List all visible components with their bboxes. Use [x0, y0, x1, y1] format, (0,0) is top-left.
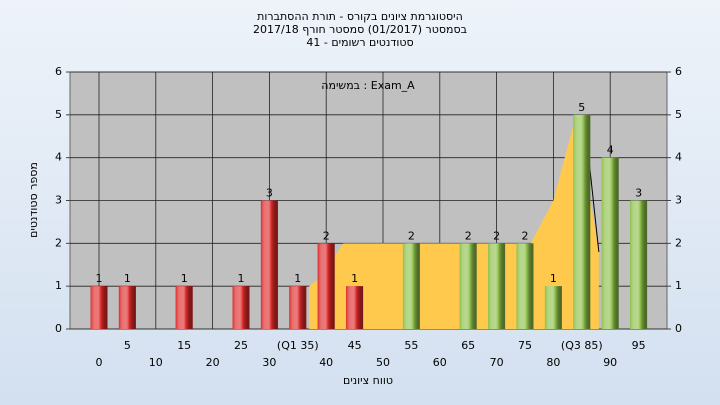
y2-tick-label: 2: [675, 236, 682, 249]
x-tick-label: 55: [404, 339, 418, 352]
bar-shade: [630, 200, 648, 329]
bar-shade: [118, 286, 136, 329]
y-tick-label: 4: [55, 151, 62, 164]
y2-tick-label: 1: [675, 279, 682, 292]
x-tick-label: 45: [348, 339, 362, 352]
y-axis-label: מספר סטודנטים: [27, 162, 40, 238]
x-tick-label: 65: [461, 339, 475, 352]
bar-group: [402, 243, 420, 329]
y2-tick-label: 3: [675, 194, 682, 207]
value-label: 1: [550, 272, 557, 285]
x-tick-label: 30: [262, 356, 276, 369]
bar-shade: [90, 286, 108, 329]
bar-group: [289, 286, 307, 329]
x-tick-label: 60: [433, 356, 447, 369]
y2-tick-label: 4: [675, 151, 682, 164]
bar-group: [516, 243, 534, 329]
value-label: 2: [465, 229, 472, 242]
x-tick-label: 95: [632, 339, 646, 352]
x-tick-label: 10: [149, 356, 163, 369]
bar-shade: [289, 286, 307, 329]
x-tick-label: 15: [177, 339, 191, 352]
x-tick-label: 40: [319, 356, 333, 369]
bar-shade: [402, 243, 420, 329]
y-tick-label: 0: [55, 322, 62, 335]
y2-tick-label: 0: [675, 322, 682, 335]
bar-group: [175, 286, 193, 329]
bar-shade: [232, 286, 250, 329]
x-tick-label: (Q3 85): [561, 339, 603, 352]
x-tick-label: 70: [490, 356, 504, 369]
bar-shade: [346, 286, 364, 329]
x-tick-label: 50: [376, 356, 390, 369]
bar-group: [630, 200, 648, 329]
bar-shade: [175, 286, 193, 329]
value-label: 5: [578, 101, 585, 114]
y-tick-label: 2: [55, 236, 62, 249]
bar-shade: [601, 157, 619, 329]
bar-shade: [544, 286, 562, 329]
value-label: 1: [294, 272, 301, 285]
bar-group: [573, 114, 591, 329]
bar-shade: [573, 114, 591, 329]
value-label: 1: [238, 272, 245, 285]
bar-group: [544, 286, 562, 329]
value-label: 1: [124, 272, 131, 285]
bar-group: [488, 243, 506, 329]
x-tick-label: 20: [206, 356, 220, 369]
bar-group: [601, 157, 619, 329]
bar-group: [260, 200, 278, 329]
bar-shade: [260, 200, 278, 329]
x-tick-label: 5: [124, 339, 131, 352]
chart-title: היסטוגרמת ציונים בקורס - תורת ההסתברות: [257, 10, 463, 23]
bar-shade: [516, 243, 534, 329]
bar-group: [346, 286, 364, 329]
y2-tick-label: 5: [675, 108, 682, 121]
bar-shade: [317, 243, 335, 329]
value-label: 3: [635, 187, 642, 200]
value-label: 2: [408, 229, 415, 242]
y-tick-label: 5: [55, 108, 62, 121]
bar-group: [118, 286, 136, 329]
value-label: 2: [323, 229, 330, 242]
x-tick-label: 25: [234, 339, 248, 352]
value-label: 3: [266, 187, 273, 200]
value-label: 4: [607, 144, 614, 157]
bar-shade: [488, 243, 506, 329]
x-tick-label: 75: [518, 339, 532, 352]
chart-subtitle: בסמסטר (01/2017) סמסטר חורף 2017/18: [253, 23, 467, 36]
value-label: 1: [181, 272, 188, 285]
bar-group: [232, 286, 250, 329]
bar-group: [317, 243, 335, 329]
y2-tick-label: 6: [675, 65, 682, 78]
bar-shade: [459, 243, 477, 329]
value-label: 1: [351, 272, 358, 285]
annotation: במשימה : Exam_A: [321, 79, 415, 92]
bar-group: [90, 286, 108, 329]
value-label: 1: [96, 272, 103, 285]
x-tick-label: 0: [96, 356, 103, 369]
x-tick-label: (Q1 35): [277, 339, 319, 352]
chart-subtitle: סטודנטים רשומים - 41: [306, 36, 413, 49]
x-tick-label: 90: [603, 356, 617, 369]
value-label: 2: [493, 229, 500, 242]
x-axis-label: טווח ציונים: [343, 374, 393, 387]
y-tick-label: 6: [55, 65, 62, 78]
y-tick-label: 3: [55, 194, 62, 207]
value-label: 2: [522, 229, 529, 242]
x-tick-label: 80: [546, 356, 560, 369]
y-tick-label: 1: [55, 279, 62, 292]
bar-group: [459, 243, 477, 329]
